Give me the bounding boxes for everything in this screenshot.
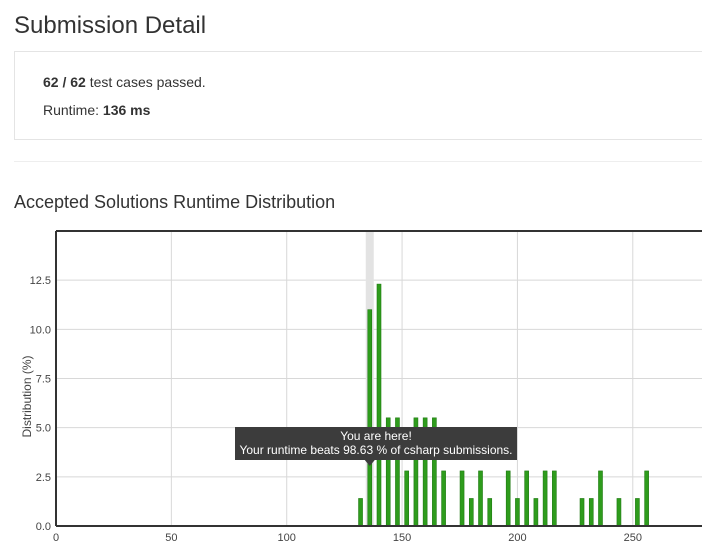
y-tick-label-2: 5.0 (36, 423, 51, 435)
bar-188 (487, 498, 493, 527)
bar-176 (459, 470, 465, 527)
runtime-label: Runtime: (43, 102, 103, 118)
bar-228 (579, 498, 585, 527)
tooltip-arrow (364, 460, 375, 466)
bar-132 (358, 498, 363, 527)
count-separator: / (58, 74, 71, 90)
bar-252 (635, 498, 640, 527)
tick-labels: 0.0 2.5 5.0 7.5 10.0 12.5 0 50 100 150 200 250 (30, 275, 642, 544)
x-tick-label-0: 0 (53, 532, 59, 544)
tooltip-title: You are here! (340, 429, 412, 443)
bar-136 (367, 309, 373, 527)
bar-212 (542, 470, 548, 527)
section-title: Accepted Solutions Runtime Distribution (14, 192, 336, 212)
test-cases-summary: 62 / 62 test cases passed. (43, 74, 206, 90)
runtime-distribution-chart[interactable]: 0.0 2.5 5.0 7.5 10.0 12.5 0 50 100 150 200 250 Dist… (0, 220, 702, 551)
runtime-value: 136 ms (102, 102, 151, 118)
bar-196 (505, 470, 511, 527)
bar-232 (588, 498, 594, 527)
total-count: 62 (70, 74, 86, 90)
y-tick-label-4: 10.0 (30, 324, 51, 336)
bar-200 (515, 498, 520, 527)
x-tick-label-4: 200 (508, 532, 526, 544)
bar-256 (644, 470, 649, 527)
bar-216 (552, 470, 557, 527)
passed-count: 62 (43, 74, 59, 90)
x-tick-label-2: 100 (278, 532, 296, 544)
runtime-tooltip: You are here! Your runtime beats 98.63 %… (235, 427, 517, 466)
y-tick-label-0: 0.0 (36, 521, 51, 533)
bar-208 (533, 498, 539, 527)
bar-184 (478, 470, 483, 527)
bar-152 (404, 470, 409, 527)
y-tick-label-3: 7.5 (36, 374, 51, 386)
cases-suffix: test cases passed. (85, 74, 206, 90)
tooltip-message: Your runtime beats 98.63 % of csharp sub… (239, 443, 512, 457)
y-axis-title: Distribution (%) (20, 355, 34, 437)
tooltip-box (235, 427, 517, 460)
y-tick-label-5: 12.5 (30, 275, 51, 287)
bar-180 (468, 498, 474, 527)
bar-168 (441, 470, 446, 527)
page-title: Submission Detail (14, 12, 207, 39)
section-divider (14, 161, 702, 162)
bar-204 (524, 470, 529, 527)
bar-140 (376, 283, 382, 527)
bar-244 (616, 498, 622, 527)
bar-236 (598, 470, 603, 527)
y-tick-label-1: 2.5 (36, 472, 51, 484)
x-tick-label-3: 150 (393, 532, 411, 544)
x-tick-label-5: 250 (624, 532, 642, 544)
axes (55, 230, 702, 527)
runtime-summary: Runtime: 136 ms (43, 102, 150, 118)
result-panel: 62 / 62 test cases passed. Runtime: 136 … (14, 51, 702, 140)
x-tick-label-1: 50 (165, 532, 177, 544)
